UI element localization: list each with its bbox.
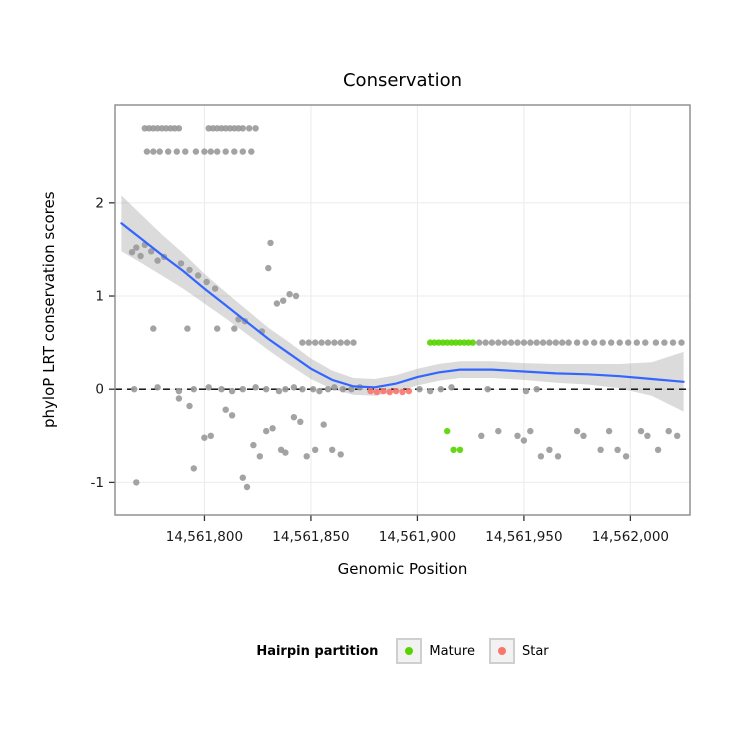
y-tick-label: 0 bbox=[95, 382, 104, 398]
legend-label-star: Star bbox=[521, 643, 549, 659]
legend-title: Hairpin partition bbox=[256, 643, 379, 659]
x-tick-label: 14,561,850 bbox=[272, 529, 349, 545]
x-axis-label: Genomic Position bbox=[337, 560, 468, 578]
y-tick-label: 2 bbox=[95, 195, 104, 211]
star-dot-icon bbox=[497, 647, 506, 655]
x-tick-label: 14,561,800 bbox=[166, 529, 243, 545]
y-tick-label: 1 bbox=[95, 289, 104, 305]
legend-item-mature: Mature bbox=[396, 638, 475, 664]
mature-dot-icon bbox=[405, 647, 414, 655]
chart-title: Conservation bbox=[342, 70, 462, 91]
x-tick-label: 14,562,000 bbox=[592, 529, 669, 545]
y-tick-label: -1 bbox=[91, 475, 104, 491]
x-tick-label: 14,561,950 bbox=[485, 529, 562, 545]
legend-item-star: Star bbox=[488, 638, 549, 664]
legend-label-mature: Mature bbox=[429, 643, 475, 659]
legend-key-star bbox=[488, 638, 515, 664]
legend: Hairpin partition Mature Star bbox=[115, 638, 690, 664]
legend-key-mature bbox=[396, 638, 423, 664]
x-tick-label: 14,561,900 bbox=[379, 529, 456, 545]
